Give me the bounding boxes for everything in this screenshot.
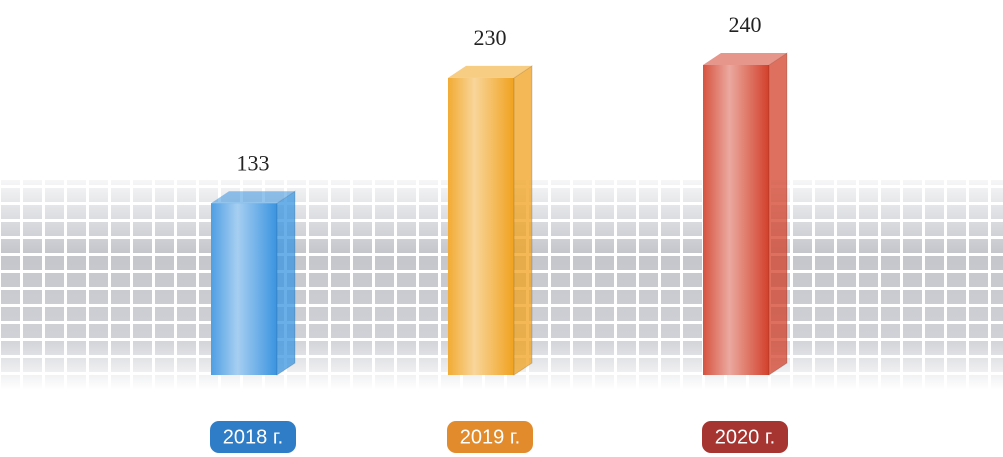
bar: [448, 64, 533, 376]
x-tick-label: 2018 г.: [223, 426, 283, 448]
bar-side: [513, 64, 533, 376]
bar: [211, 190, 296, 376]
x-tick-label: 2020 г.: [715, 426, 775, 448]
bar-shine: [703, 65, 769, 375]
bar-top: [448, 65, 532, 78]
category-pill: [210, 421, 296, 453]
x-tick-label: 2019 г.: [460, 426, 520, 448]
value-label: 133: [237, 150, 270, 175]
bar-top: [211, 191, 295, 204]
value-label: 230: [474, 25, 507, 50]
category-pill: [702, 421, 788, 453]
value-label: 240: [729, 12, 762, 37]
category-pill: [447, 421, 533, 453]
bar-side: [768, 52, 788, 376]
bar-shine: [448, 77, 514, 376]
bar-shine: [211, 203, 277, 375]
bar-side: [276, 190, 296, 376]
bar: [703, 52, 788, 376]
bar-top: [703, 53, 787, 65]
